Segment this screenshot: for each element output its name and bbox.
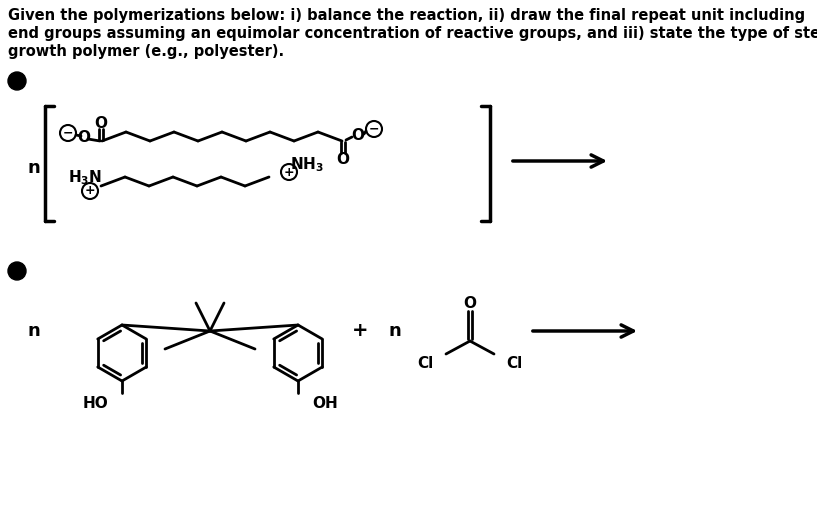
Text: n: n [389,322,401,340]
Text: O: O [95,116,108,131]
Text: +: + [283,166,294,179]
Text: Cl: Cl [506,357,522,372]
Circle shape [8,262,26,280]
Text: −: − [368,122,379,136]
Text: $\mathregular{H_3N}$: $\mathregular{H_3N}$ [68,169,102,187]
Text: O: O [337,152,350,167]
Text: n: n [28,159,41,177]
Text: O: O [351,128,364,143]
Text: $\mathregular{NH_3}$: $\mathregular{NH_3}$ [290,156,324,174]
Text: end groups assuming an equimolar concentration of reactive groups, and iii) stat: end groups assuming an equimolar concent… [8,26,817,41]
Text: OH: OH [312,395,337,411]
Text: growth polymer (e.g., polyester).: growth polymer (e.g., polyester). [8,44,284,59]
Text: O: O [78,131,91,146]
Text: +: + [85,185,96,198]
Text: Given the polymerizations below: i) balance the reaction, ii) draw the final rep: Given the polymerizations below: i) bala… [8,8,805,23]
Text: n: n [28,322,41,340]
Text: O: O [463,296,476,311]
Circle shape [8,72,26,90]
Text: +: + [352,321,368,341]
Text: HO: HO [83,395,108,411]
Text: Cl: Cl [417,357,434,372]
Text: −: − [63,126,74,139]
